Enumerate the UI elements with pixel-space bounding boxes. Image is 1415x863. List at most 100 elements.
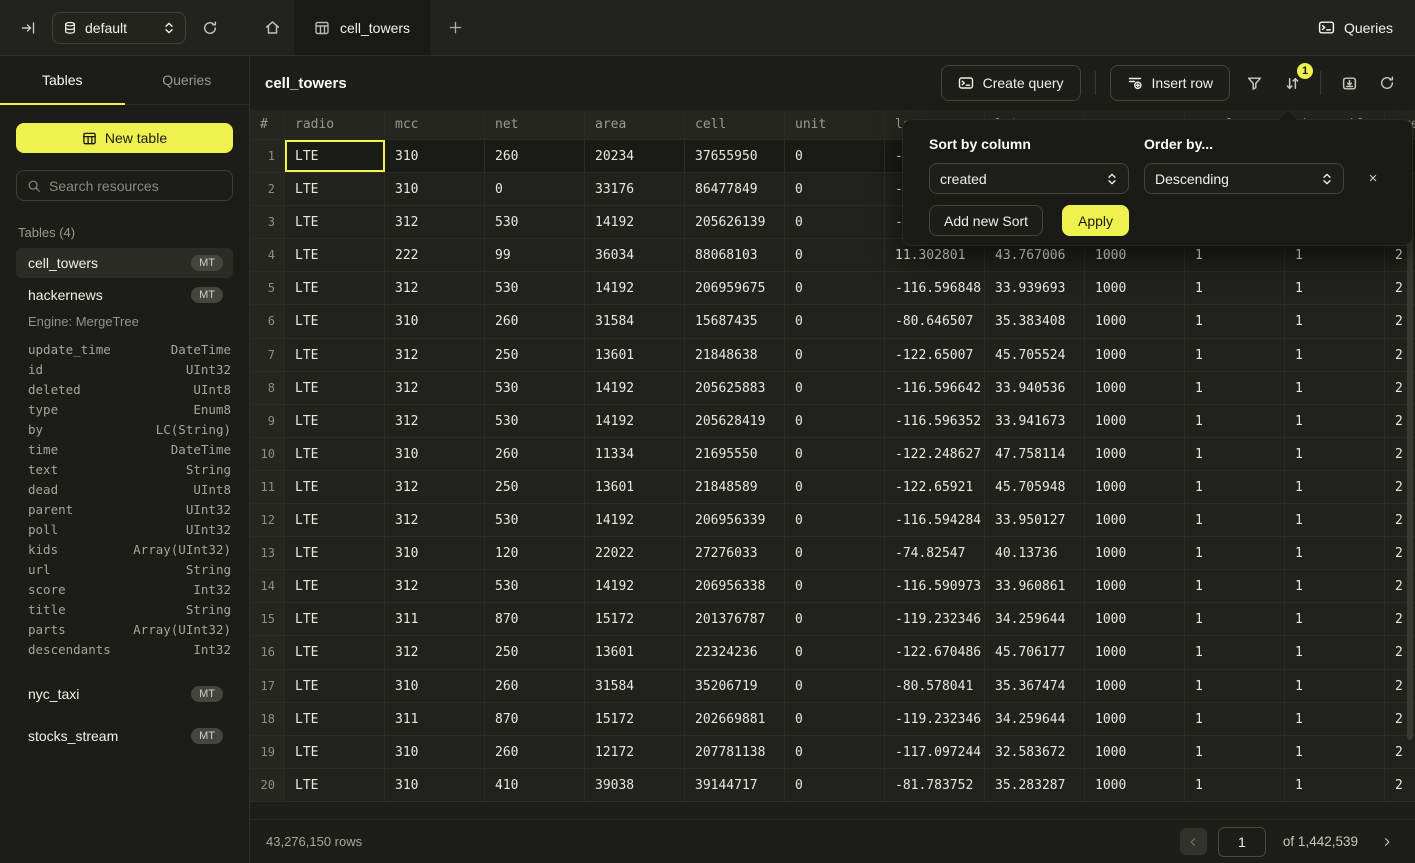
insert-row-button[interactable]: Insert row bbox=[1109, 65, 1230, 101]
cell-lon[interactable]: -119.232346 bbox=[885, 702, 985, 735]
cell-cell[interactable]: 21848589 bbox=[685, 470, 785, 504]
cell-lon[interactable]: -74.82547 bbox=[885, 537, 985, 570]
cell-lat[interactable]: 40.13736 bbox=[985, 537, 1085, 570]
cell-net[interactable]: 260 bbox=[485, 140, 585, 173]
sidebar-item-stocks-stream[interactable]: stocks_stream MT bbox=[16, 721, 233, 751]
cell-cell[interactable]: 21695550 bbox=[685, 437, 785, 470]
cell-range[interactable]: 1000 bbox=[1085, 437, 1185, 470]
cell-radio[interactable]: LTE bbox=[285, 272, 385, 305]
row-number-cell[interactable]: 1 bbox=[250, 140, 285, 173]
cell-cell[interactable]: 27276033 bbox=[685, 537, 785, 570]
cell-lon[interactable]: -81.783752 bbox=[885, 768, 985, 801]
cell-net[interactable]: 530 bbox=[485, 404, 585, 437]
cell-range[interactable]: 1000 bbox=[1085, 371, 1185, 404]
cell-unit[interactable]: 0 bbox=[785, 768, 885, 801]
cell-mcc[interactable]: 310 bbox=[385, 173, 485, 206]
row-number-cell[interactable]: 15 bbox=[250, 603, 285, 636]
cell-area[interactable]: 13601 bbox=[585, 636, 685, 669]
cell-lon[interactable]: 11.302801 bbox=[885, 239, 985, 272]
cell-net[interactable]: 870 bbox=[485, 702, 585, 735]
cell-net[interactable]: 0 bbox=[485, 173, 585, 206]
cell-unit[interactable]: 0 bbox=[785, 702, 885, 735]
cell-net[interactable]: 260 bbox=[485, 735, 585, 768]
sidebar-item-hackernews[interactable]: hackernews MT bbox=[16, 280, 233, 310]
row-number-cell[interactable]: 4 bbox=[250, 239, 285, 272]
row-number-cell[interactable]: 6 bbox=[250, 305, 285, 338]
cell-radio[interactable]: LTE bbox=[285, 768, 385, 801]
cell-created[interactable]: 2 bbox=[1395, 347, 1403, 363]
queries-button[interactable]: Queries bbox=[1318, 19, 1393, 36]
cell-radio[interactable]: LTE bbox=[285, 206, 385, 239]
cell-area[interactable]: 11334 bbox=[585, 437, 685, 470]
cell-changeable[interactable]: 1 bbox=[1285, 537, 1385, 570]
cell-lat[interactable]: 43.767006 bbox=[985, 239, 1085, 272]
cell-unit[interactable]: 0 bbox=[785, 603, 885, 636]
cell-radio[interactable]: LTE bbox=[285, 371, 385, 404]
cell-cell[interactable]: 15687435 bbox=[685, 305, 785, 338]
cell-lat[interactable]: 35.367474 bbox=[985, 669, 1085, 702]
cell-samples[interactable]: 1 bbox=[1185, 470, 1285, 504]
sidebar-tab-tables[interactable]: Tables bbox=[0, 56, 125, 105]
cell-mcc[interactable]: 310 bbox=[385, 305, 485, 338]
cell-area[interactable]: 14192 bbox=[585, 504, 685, 537]
cell-samples[interactable]: 1 bbox=[1185, 437, 1285, 470]
cell-area[interactable]: 39038 bbox=[585, 768, 685, 801]
cell-changeable[interactable]: 1 bbox=[1285, 305, 1385, 338]
cell-lon[interactable]: -122.65007 bbox=[885, 338, 985, 371]
row-number-cell[interactable]: 16 bbox=[250, 636, 285, 669]
cell-unit[interactable]: 0 bbox=[785, 504, 885, 537]
cell-mcc[interactable]: 310 bbox=[385, 537, 485, 570]
cell-samples[interactable]: 1 bbox=[1185, 239, 1285, 272]
row-number-cell[interactable]: 17 bbox=[250, 669, 285, 702]
cell-range[interactable]: 1000 bbox=[1085, 636, 1185, 669]
cell-net[interactable]: 870 bbox=[485, 603, 585, 636]
cell-changeable[interactable]: 1 bbox=[1285, 437, 1385, 470]
cell-mcc[interactable]: 312 bbox=[385, 470, 485, 504]
cell-range[interactable]: 1000 bbox=[1085, 735, 1185, 768]
cell-range[interactable]: 1000 bbox=[1085, 305, 1185, 338]
cell-samples[interactable]: 1 bbox=[1185, 305, 1285, 338]
cell-area[interactable]: 36034 bbox=[585, 239, 685, 272]
cell-changeable[interactable]: 1 bbox=[1285, 768, 1385, 801]
cell-lat[interactable]: 47.758114 bbox=[985, 437, 1085, 470]
cell-created[interactable]: 2 bbox=[1395, 546, 1403, 562]
cell-lon[interactable]: -117.097244 bbox=[885, 735, 985, 768]
cell-area[interactable]: 14192 bbox=[585, 371, 685, 404]
cell-net[interactable]: 260 bbox=[485, 669, 585, 702]
sort-button[interactable]: 1 bbox=[1278, 63, 1313, 97]
cell-area[interactable]: 13601 bbox=[585, 338, 685, 371]
cell-radio[interactable]: LTE bbox=[285, 636, 385, 669]
cell-net[interactable]: 530 bbox=[485, 206, 585, 239]
cell-radio[interactable]: LTE bbox=[285, 504, 385, 537]
cell-changeable[interactable]: 1 bbox=[1285, 338, 1385, 371]
column-header[interactable]: unit bbox=[785, 110, 885, 139]
cell-range[interactable]: 1000 bbox=[1085, 669, 1185, 702]
cell-mcc[interactable]: 311 bbox=[385, 603, 485, 636]
cell-mcc[interactable]: 312 bbox=[385, 504, 485, 537]
cell-samples[interactable]: 1 bbox=[1185, 371, 1285, 404]
collapse-sidebar-button[interactable] bbox=[14, 14, 42, 42]
cell-created[interactable]: 2 bbox=[1395, 413, 1403, 429]
vertical-scrollbar[interactable] bbox=[1407, 144, 1413, 740]
cell-net[interactable]: 250 bbox=[485, 338, 585, 371]
cell-created[interactable]: 2 bbox=[1395, 678, 1403, 694]
cell-area[interactable]: 14192 bbox=[585, 404, 685, 437]
cell-lat[interactable]: 35.283287 bbox=[985, 768, 1085, 801]
cell-unit[interactable]: 0 bbox=[785, 404, 885, 437]
cell-cell[interactable]: 205625883 bbox=[685, 371, 785, 404]
cell-radio[interactable]: LTE bbox=[285, 603, 385, 636]
cell-radio[interactable]: LTE bbox=[285, 305, 385, 338]
cell-mcc[interactable]: 222 bbox=[385, 239, 485, 272]
cell-lat[interactable]: 34.259644 bbox=[985, 702, 1085, 735]
cell-created[interactable]: 2 bbox=[1395, 645, 1403, 661]
cell-radio[interactable]: LTE bbox=[285, 140, 385, 173]
cell-unit[interactable]: 0 bbox=[785, 173, 885, 206]
cell-radio[interactable]: LTE bbox=[285, 338, 385, 371]
row-number-cell[interactable]: 5 bbox=[250, 272, 285, 305]
row-number-cell[interactable]: 19 bbox=[250, 735, 285, 768]
cell-unit[interactable]: 0 bbox=[785, 305, 885, 338]
cell-area[interactable]: 22022 bbox=[585, 537, 685, 570]
cell-unit[interactable]: 0 bbox=[785, 570, 885, 603]
column-header[interactable]: # bbox=[250, 110, 285, 139]
sidebar-item-nyc-taxi[interactable]: nyc_taxi MT bbox=[16, 679, 233, 709]
